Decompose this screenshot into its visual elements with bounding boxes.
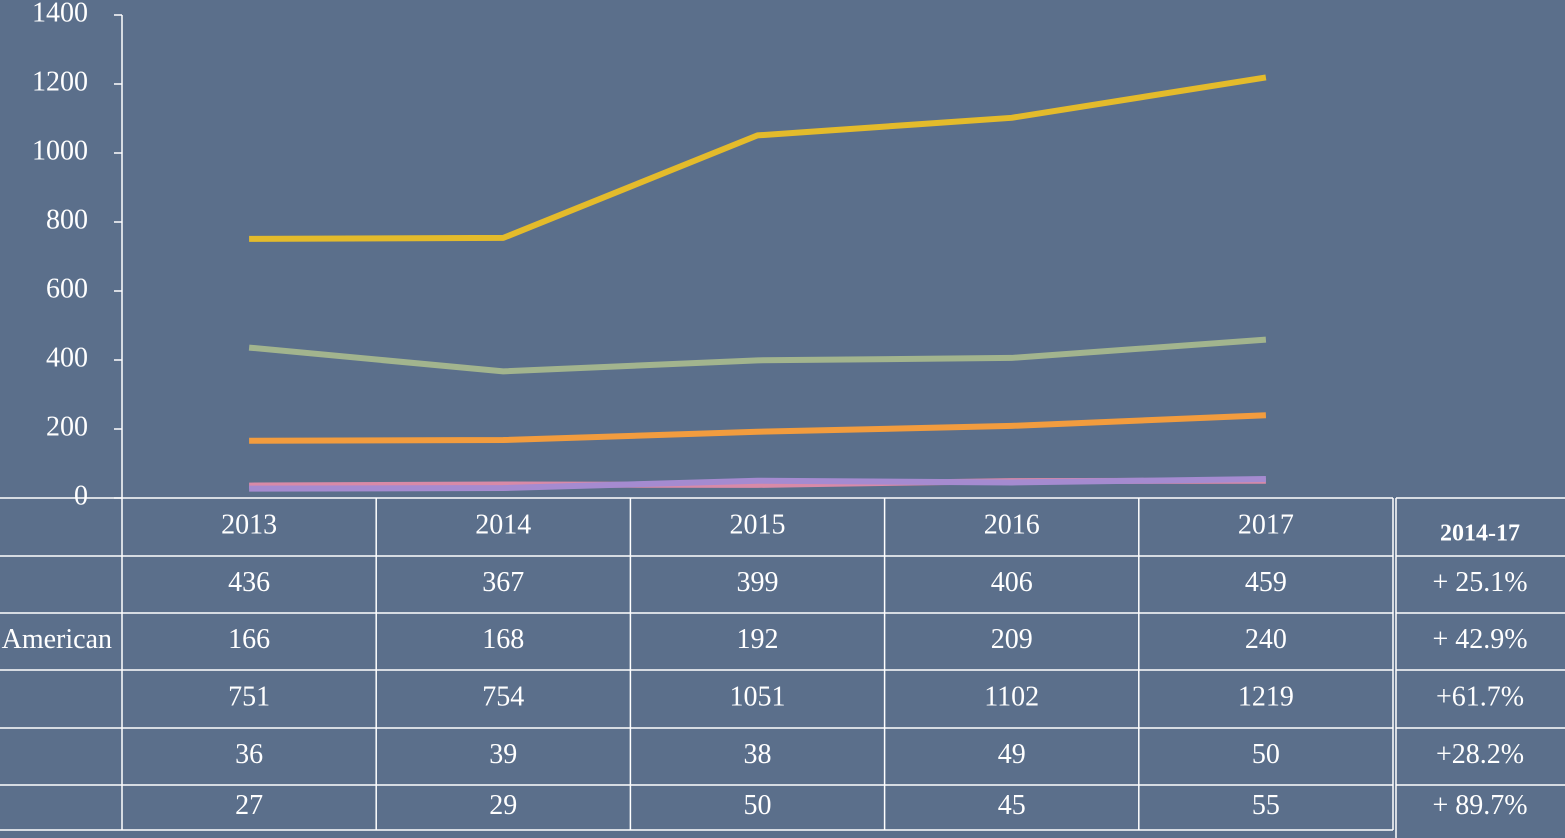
column-header: 2016 [984,509,1040,540]
table-cell: 45 [998,790,1026,821]
change-cell: + 89.7% [1432,790,1527,821]
table-cell: 166 [228,624,270,655]
y-tick-label: 1400 [32,0,88,28]
table-cell: 50 [744,790,772,821]
change-header: 2014-17 [1440,521,1520,547]
table-cell: 406 [991,567,1033,598]
table-cell: 240 [1245,624,1287,655]
y-tick-label: 800 [46,204,88,235]
table-cell: 367 [482,567,524,598]
y-tick-label: 0 [74,480,88,511]
table-cell: 209 [991,624,1033,655]
table-cell: 29 [489,790,517,821]
series-line [249,74,1267,242]
table-cell: 1051 [730,681,786,712]
table-cell: 1219 [1238,681,1294,712]
table-cell: 751 [228,681,270,712]
series-line [249,476,1266,492]
table-cell: 50 [1252,739,1280,770]
y-tick-label: 600 [46,273,88,304]
change-cell: +61.7% [1436,681,1524,712]
y-tick-label: 200 [46,411,88,442]
table-cell: 27 [235,790,263,821]
y-tick-label: 400 [46,342,88,373]
table-cell: 49 [998,739,1026,770]
y-tick-label: 1200 [32,66,88,97]
column-header: 2014 [475,509,531,540]
table-cell: 436 [228,567,270,598]
table-cell: 459 [1245,567,1287,598]
change-cell: + 25.1% [1432,567,1527,598]
table-cell: 39 [489,739,517,770]
column-header: 2015 [730,509,786,540]
series-line [248,336,1267,375]
table-cell: 399 [737,567,779,598]
table-cell: 55 [1252,790,1280,821]
table-cell: 192 [737,624,779,655]
row-label: American [2,624,112,655]
table-cell: 168 [482,624,524,655]
column-header: 2017 [1238,509,1294,540]
table-cell: 754 [482,681,524,712]
table-cell: 1102 [984,681,1039,712]
series-line [249,412,1267,444]
column-header: 2013 [221,509,277,540]
table-cell: 38 [744,739,772,770]
y-tick-label: 1000 [32,135,88,166]
table-cell: 36 [235,739,263,770]
change-cell: + 42.9% [1432,624,1527,655]
change-cell: +28.2% [1436,739,1524,770]
